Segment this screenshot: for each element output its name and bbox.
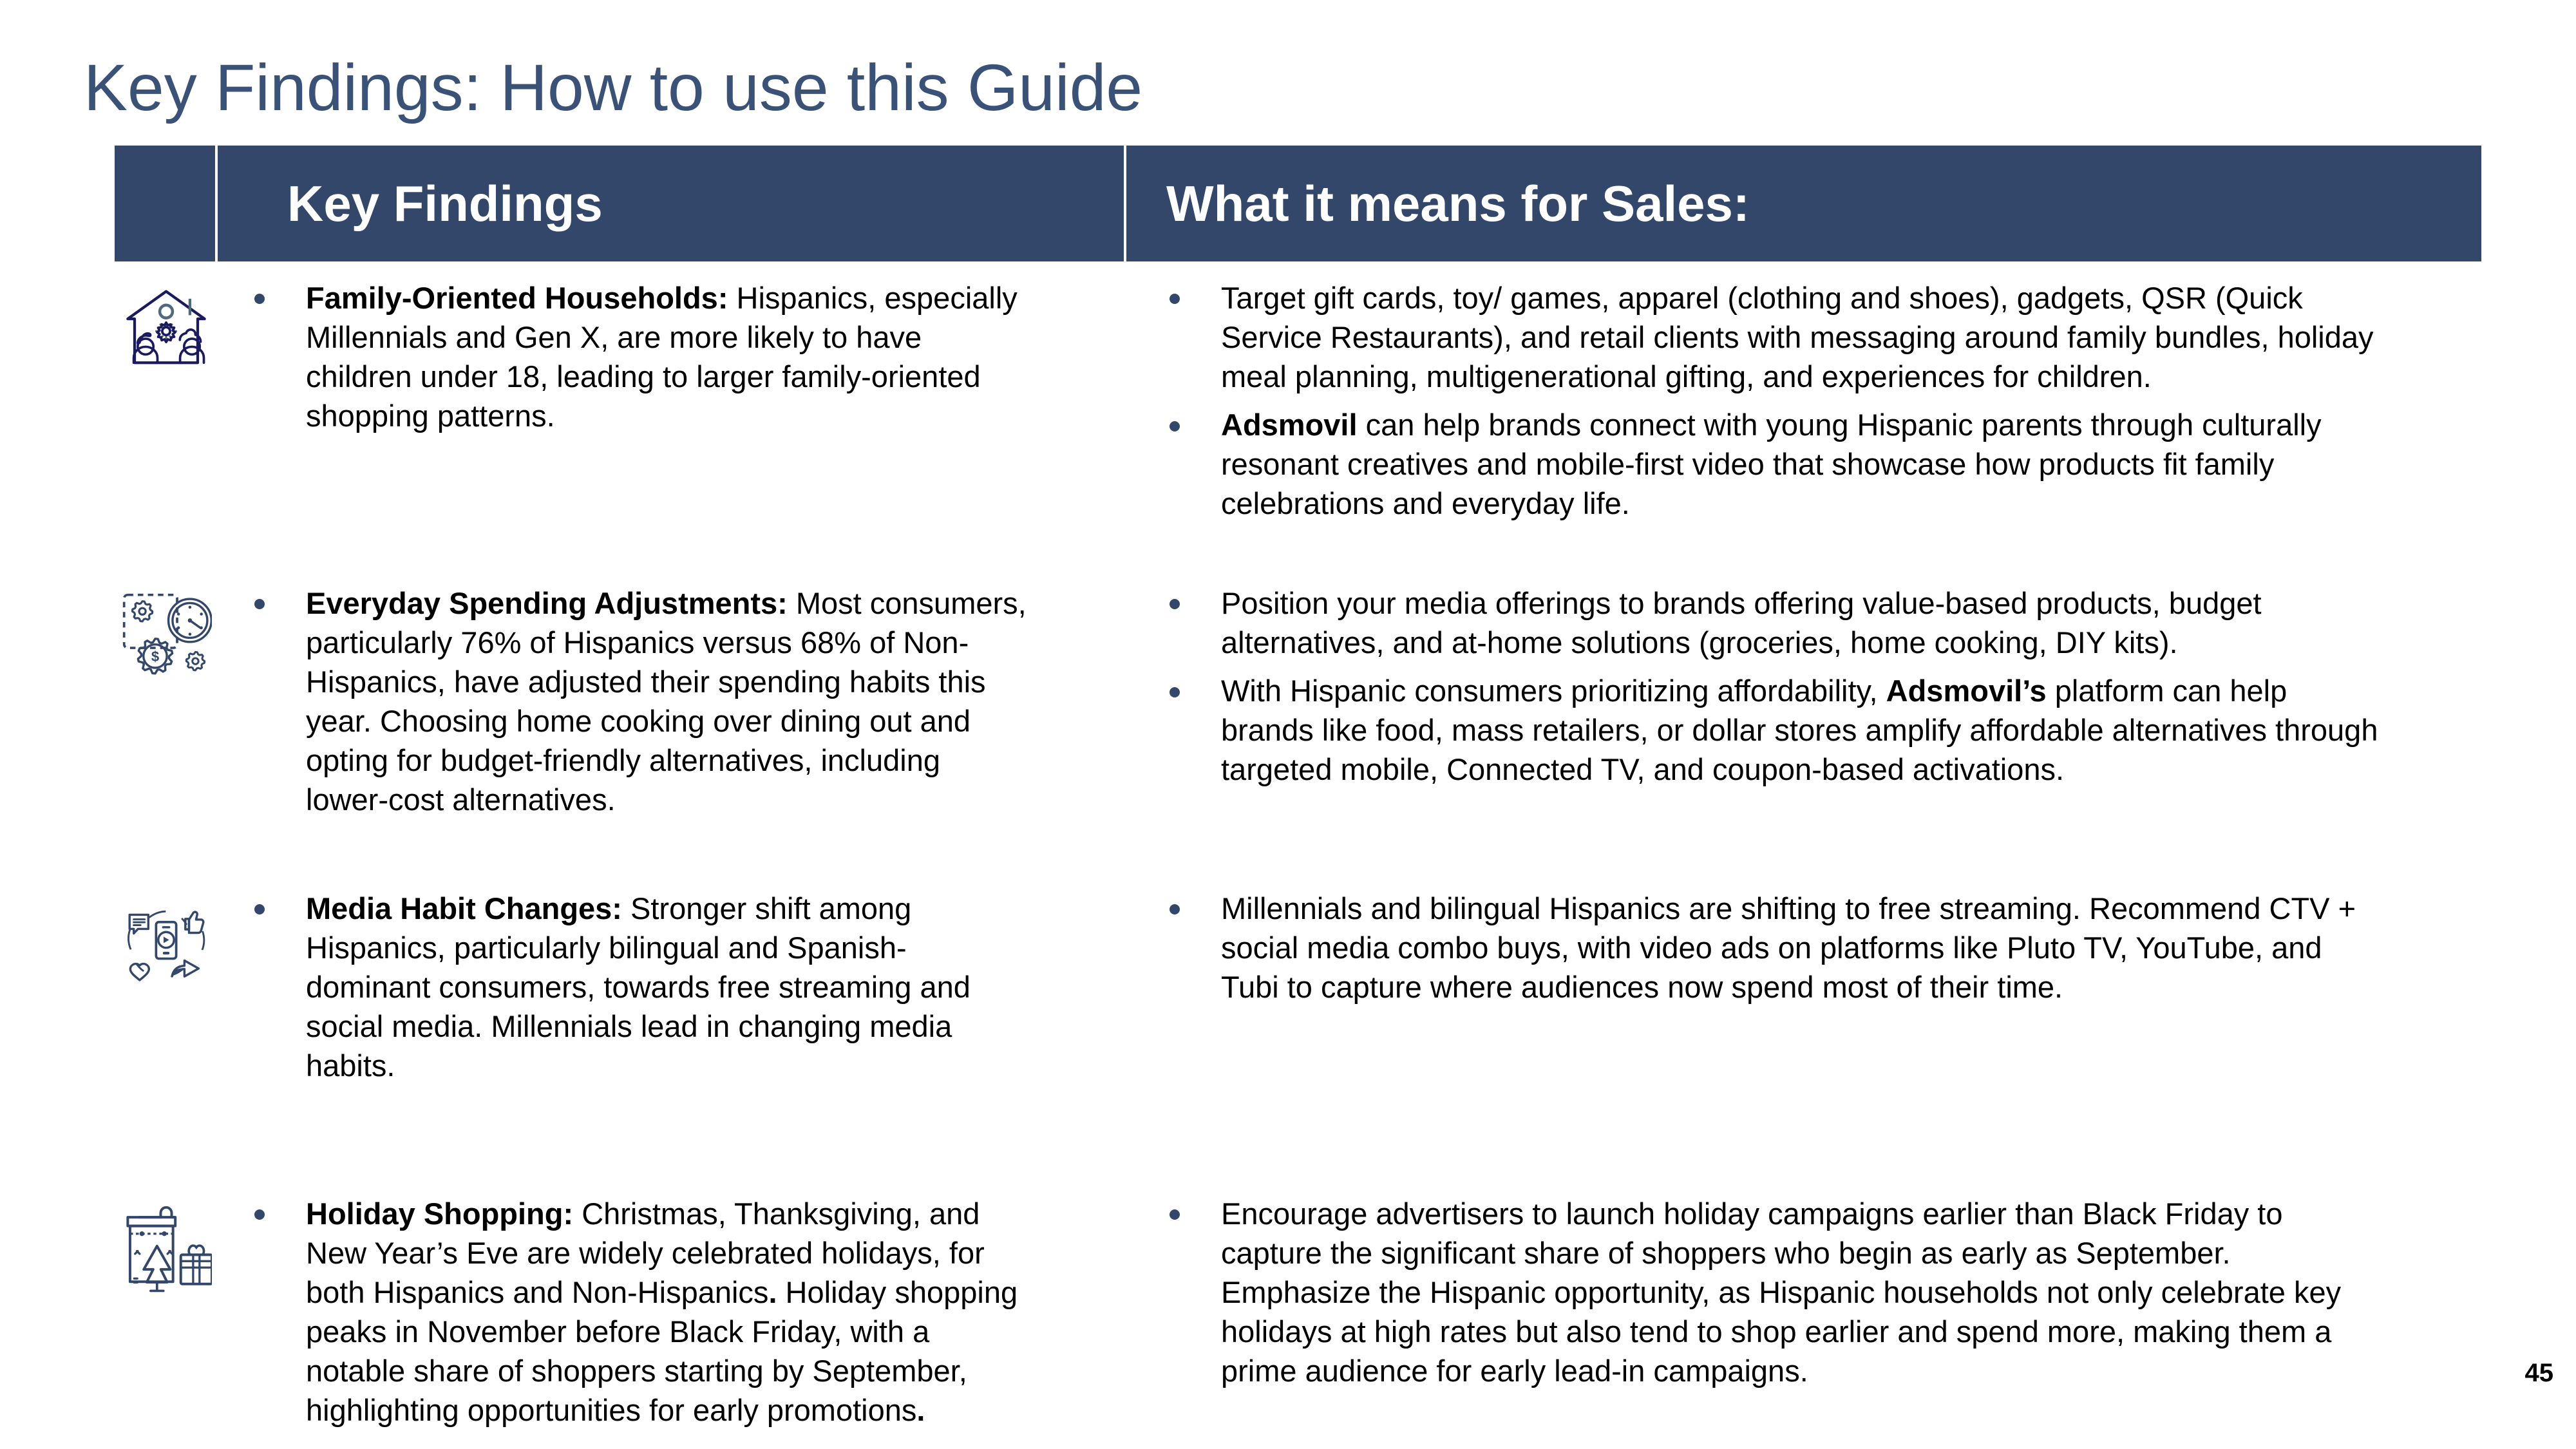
svg-text:$: $ xyxy=(151,649,159,665)
